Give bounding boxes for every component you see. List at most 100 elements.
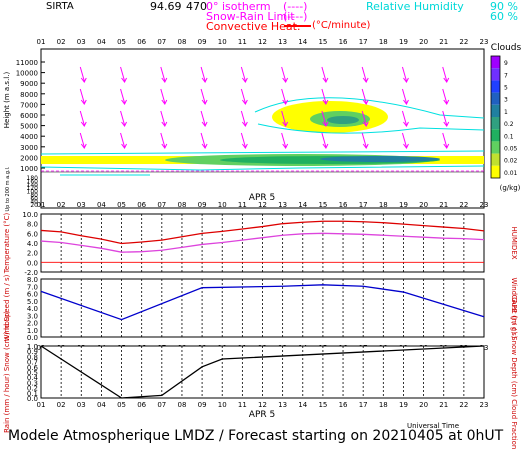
- precip-bottom-tick-label-09: 09: [198, 401, 207, 409]
- wind-ytick-6.0: 6.0: [27, 291, 38, 299]
- wind-arrow-head: [282, 99, 289, 105]
- legend-rh: Relative Humidity: [366, 0, 464, 13]
- clouds-bottom-tick-label-19: 19: [399, 201, 408, 209]
- wind-arrow-shaft: [361, 132, 367, 148]
- wind-arrow-head: [403, 121, 409, 127]
- precip-bottom-tick-label-18: 18: [379, 401, 388, 409]
- clouds-ytick-2000: 2000: [20, 154, 38, 162]
- clouds-ytick-low-160: 160: [27, 178, 39, 185]
- clouds-bottom-tick-label-11: 11: [238, 201, 247, 209]
- clouds-bottom-tick-label-01: 01: [37, 201, 46, 209]
- colorbar-swatch-3: [491, 92, 500, 105]
- wind-arrow-head: [161, 121, 168, 127]
- precip-ylabel-left: Rain (mm / hour) Snow (cm / hour): [3, 311, 11, 433]
- wind-ylabel-left: Wind Speed (m / s): [3, 274, 11, 341]
- precip-ytick-0.2: 0.2: [27, 385, 38, 393]
- wind-arrow-head: [362, 121, 369, 127]
- precip-date-label: APR 5: [249, 410, 275, 420]
- clouds-ytick-low-180: 180: [27, 175, 39, 182]
- clouds-ytick-8000: 8000: [20, 91, 38, 99]
- colorbar-label-3: 3: [504, 97, 508, 104]
- clouds-ytick-low-100: 100: [27, 189, 39, 196]
- wind-arrow-shaft: [120, 132, 126, 148]
- precip-bottom-tick-label-04: 04: [97, 401, 106, 409]
- clouds-bottom-tick-label-06: 06: [137, 201, 146, 209]
- wind-arrow-head: [121, 143, 127, 149]
- clouds-bottom-tick-label-14: 14: [298, 201, 307, 209]
- legend-convective: Convective Heat.: [206, 20, 301, 33]
- precip-bottom-tick-label-22: 22: [459, 401, 468, 409]
- wind-arrow-shaft: [200, 110, 206, 126]
- temp-ytick-10.0: 10.0: [22, 211, 38, 219]
- wind-arrow-head: [282, 121, 289, 127]
- rh-contour-low1: [40, 150, 485, 155]
- clouds-ytick-5000: 5000: [20, 123, 38, 131]
- wind-arrow-head: [80, 77, 87, 83]
- wind-arrow-head: [241, 77, 248, 83]
- wind-arrow-shaft: [160, 132, 166, 148]
- legend-snow-dash: (----): [283, 10, 308, 23]
- cloud-field-low-core: [320, 156, 440, 162]
- clouds-tick-label-22: 22: [459, 38, 468, 46]
- wind-arrow-shaft: [120, 66, 126, 82]
- wind-arrow-head: [443, 143, 450, 149]
- clouds-tick-label-04: 04: [97, 38, 106, 46]
- universal-time-label: Universal Time: [407, 422, 459, 430]
- wind-ytick-2.0: 2.0: [27, 320, 38, 328]
- clouds-bottom-tick-label-18: 18: [379, 201, 388, 209]
- colorbar-label-5: 0.2: [504, 121, 514, 128]
- clouds-ytick-9000: 9000: [20, 80, 38, 88]
- wind-ytick-4.0: 4.0: [27, 305, 38, 313]
- wind-arrow-head: [121, 99, 127, 105]
- wind-arrow-shaft: [281, 88, 287, 104]
- wind-arrow-head: [362, 143, 369, 149]
- precip-bottom-tick-label-19: 19: [399, 401, 408, 409]
- rh-contour-lower: [257, 123, 485, 134]
- clouds-ytick-4000: 4000: [20, 133, 38, 141]
- station-elevation: 470: [186, 0, 207, 13]
- legend-convective-unit: (°C/minute): [312, 20, 371, 31]
- clouds-bottom-tick-label-13: 13: [278, 201, 287, 209]
- wind-arrow-head: [282, 77, 289, 83]
- clouds-frame: [40, 48, 485, 209]
- clouds-ytick-1000: 1000: [20, 165, 38, 173]
- precip-bottom-tick-label-15: 15: [318, 401, 327, 409]
- precip-bottom-tick-label-12: 12: [258, 401, 267, 409]
- clouds-bottom-tick-label-10: 10: [218, 201, 227, 209]
- precip-bottom-tick-label-10: 10: [218, 401, 227, 409]
- colorbar-swatch-9: [491, 165, 500, 178]
- wind-ytick-1.0: 1.0: [27, 327, 38, 335]
- station-name: SIRTA: [46, 1, 74, 12]
- temp-ylabel-left: Temperature (°C): [3, 213, 11, 275]
- clouds-tick-label-03: 03: [77, 38, 86, 46]
- wind-arrow-shaft: [240, 88, 246, 104]
- wind-arrow-shaft: [321, 110, 327, 126]
- precip-bottom-tick-label-13: 13: [278, 401, 287, 409]
- clouds-bottom-tick-label-04: 04: [97, 201, 106, 209]
- precip-ytick-0.6: 0.6: [27, 364, 39, 372]
- temp-ytick-6.0: 6.0: [27, 230, 38, 238]
- wind-arrow-head: [80, 99, 87, 105]
- legend-rh-60: 60 %: [490, 10, 518, 23]
- footer-title: Modele Atmospherique LMDZ / Forecast sta…: [8, 428, 504, 444]
- clouds-bottom-tick-label-02: 02: [57, 201, 66, 209]
- temp-ytick-0.0: 0.0: [27, 259, 38, 267]
- wind-ylabel-right: Wind Gust (m / s): [510, 277, 518, 338]
- wind-arrow-head: [362, 77, 369, 83]
- clouds-tick-label-14: 14: [298, 38, 307, 46]
- clouds-date-label: APR 5: [249, 193, 275, 203]
- wind-arrow-head: [443, 77, 450, 83]
- precip-bottom-tick-label-03: 03: [77, 401, 86, 409]
- wind-arrow-shaft: [442, 110, 448, 126]
- wind-arrow-head: [322, 99, 329, 105]
- wind-arrow-head: [201, 99, 208, 105]
- legend-header: SIRTA 94.69 470 0° isotherm (----) Snow-…: [0, 0, 528, 40]
- wind-arrow-shaft: [79, 132, 85, 148]
- legend-isotherm-dash: (----): [283, 0, 308, 13]
- legend-rh-90: 90 %: [490, 0, 518, 13]
- colorbar-label-2: 5: [504, 85, 508, 92]
- precip-bottom-tick-label-11: 11: [238, 401, 247, 409]
- wind-arrow-head: [362, 99, 369, 105]
- precip-bottom-tick-label-01: 01: [37, 401, 46, 409]
- wind-arrow-shaft: [442, 66, 448, 82]
